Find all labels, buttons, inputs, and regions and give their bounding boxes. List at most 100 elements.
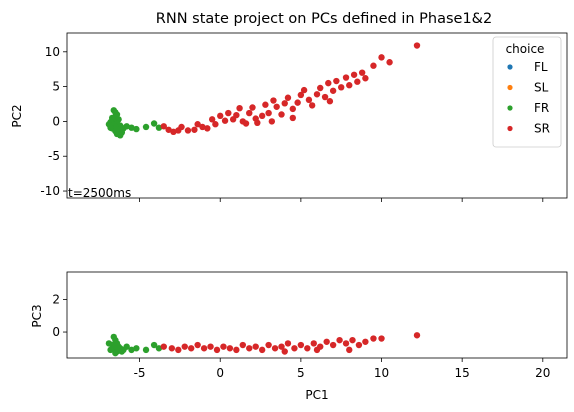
point-sr <box>305 96 313 104</box>
point-sr <box>233 111 240 119</box>
point-fr <box>107 346 114 354</box>
point-sr <box>194 341 201 349</box>
point-sr <box>226 345 234 352</box>
bottom-scatter-panel: -5 0 5 10 15 20 0 2 PC3 PC1 <box>30 271 568 402</box>
point-sr <box>313 346 321 354</box>
point-sr <box>199 123 206 131</box>
point-sr <box>413 332 421 339</box>
point-sr <box>350 71 358 78</box>
top-points <box>105 42 421 139</box>
point-sr <box>355 341 363 349</box>
point-fr <box>142 346 150 354</box>
point-sr <box>281 100 288 107</box>
point-fr <box>107 124 114 131</box>
point-sr <box>304 345 311 352</box>
point-sr <box>204 125 211 132</box>
top-y-tick-label: -5 <box>48 149 60 163</box>
bottom-points <box>105 332 421 357</box>
top-y-tick-label: 5 <box>52 80 60 94</box>
point-sr <box>236 104 243 112</box>
point-fr <box>150 120 158 127</box>
legend-label-sr: SR <box>534 122 550 136</box>
top-scatter-panel: -10 -5 0 5 10 PC2 t=2500ms choice FL SL FR SR <box>10 32 568 202</box>
point-sr <box>181 343 188 350</box>
point-sr <box>175 346 182 354</box>
x-tick-label: 0 <box>216 366 224 380</box>
legend-marker-sl <box>507 84 513 91</box>
point-sr <box>337 84 345 91</box>
bottom-y-tick-label: 2 <box>52 293 60 307</box>
point-sr <box>170 128 177 136</box>
point-sr <box>194 121 201 128</box>
point-sr <box>329 341 337 349</box>
legend-label-fr: FR <box>534 101 549 115</box>
point-sr <box>258 112 266 120</box>
point-fr <box>133 345 140 352</box>
point-sr <box>239 341 247 349</box>
point-sr <box>225 109 232 117</box>
point-sr <box>297 341 305 349</box>
point-sr <box>323 338 330 345</box>
point-fr <box>155 345 163 352</box>
point-fr <box>118 348 126 355</box>
point-sr <box>362 338 369 345</box>
point-fr <box>142 123 150 131</box>
bottom-y-tick-label: 0 <box>52 325 60 339</box>
legend: choice FL SL FR SR <box>492 36 562 148</box>
point-sr <box>246 109 253 117</box>
point-fr <box>123 123 130 130</box>
point-sr <box>273 103 280 110</box>
x-tick-label: 20 <box>535 366 550 380</box>
point-sr <box>249 104 256 111</box>
legend-label-sl: SL <box>534 81 549 95</box>
top-ticks: -10 -5 0 5 10 <box>40 45 544 202</box>
legend-marker-sr <box>507 125 513 132</box>
point-sr <box>252 115 259 122</box>
point-sr <box>358 69 366 76</box>
point-sr <box>333 77 340 85</box>
point-sr <box>284 94 292 101</box>
point-sr <box>168 345 176 352</box>
point-sr <box>278 111 285 118</box>
point-sr <box>252 343 259 350</box>
point-sr <box>271 345 279 352</box>
point-sr <box>370 62 377 69</box>
point-sr <box>321 93 329 101</box>
x-tick-label: 5 <box>297 366 305 380</box>
legend-label-fl: FL <box>534 60 548 74</box>
point-sr <box>184 127 192 134</box>
point-sr <box>329 87 337 94</box>
point-sr <box>281 348 288 355</box>
point-sr <box>270 97 277 104</box>
point-fr <box>155 124 163 131</box>
point-sr <box>342 340 350 347</box>
point-sr <box>378 335 385 342</box>
point-sr <box>362 75 369 82</box>
point-sr <box>242 120 250 127</box>
point-sr <box>213 346 221 354</box>
point-sr <box>317 84 324 92</box>
bottom-ticks: -5 0 5 10 15 20 0 2 <box>52 293 550 380</box>
point-sr <box>370 335 377 342</box>
point-sr <box>160 343 167 350</box>
point-sr <box>413 42 421 49</box>
x-axis-label: PC1 <box>305 388 328 402</box>
point-sr <box>378 54 385 61</box>
point-sr <box>386 59 393 66</box>
point-sr <box>294 99 301 106</box>
point-sr <box>265 109 272 117</box>
point-sr <box>191 126 198 133</box>
point-fr <box>117 132 124 139</box>
point-sr <box>187 345 195 352</box>
point-sr <box>325 79 332 87</box>
point-sr <box>346 82 353 89</box>
top-y-tick-label: 0 <box>52 114 60 128</box>
point-sr <box>326 98 334 105</box>
point-sr <box>278 343 285 350</box>
point-sr <box>336 336 343 344</box>
x-tick-label: -5 <box>134 366 146 380</box>
point-sr <box>354 78 361 85</box>
point-sr <box>300 86 308 94</box>
point-sr <box>346 346 353 354</box>
top-y-tick-label: 10 <box>45 45 60 59</box>
